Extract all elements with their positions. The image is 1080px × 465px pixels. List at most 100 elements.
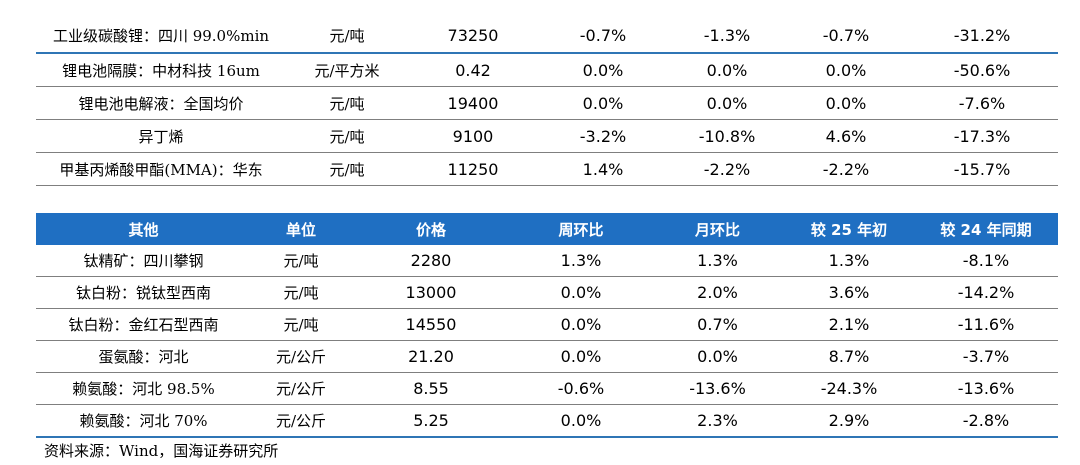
- source-note: 资料来源：Wind，国海证券研究所: [44, 442, 279, 460]
- cell-wow: 0.0%: [511, 340, 651, 373]
- cell-mom: 0.0%: [651, 340, 784, 373]
- header-price: 价格: [351, 213, 511, 245]
- cell-name: 钛白粉：锐钛型西南: [36, 276, 251, 309]
- cell-wow: -3.2%: [538, 119, 668, 153]
- cell-unit: 元/公斤: [251, 372, 351, 405]
- cell-name: 甲基丙烯酸甲酯(MMA)：华东: [36, 152, 286, 186]
- cell-mom: 1.3%: [651, 245, 784, 277]
- cell-ytd: 4.6%: [786, 119, 906, 153]
- cell-ytd: 0.0%: [786, 86, 906, 120]
- cell-yoy: -15.7%: [906, 152, 1058, 186]
- table-row: 工业级碳酸锂：四川 99.0%min 元/吨 73250 -0.7% -1.3% -0.7…: [36, 18, 1058, 54]
- cell-name: 赖氨酸：河北 98.5%: [36, 372, 251, 405]
- cell-wow: 0.0%: [511, 308, 651, 341]
- cell-wow: -0.7%: [538, 18, 668, 54]
- header-ytd: 较 25 年初: [784, 213, 914, 245]
- table-row: 锂电池电解液：全国均价 元/吨 19400 0.0% 0.0% 0.0% -7.6%: [36, 86, 1058, 120]
- cell-price: 8.55: [351, 372, 511, 405]
- cell-yoy: -17.3%: [906, 119, 1058, 153]
- cell-unit: 元/吨: [286, 86, 408, 120]
- cell-price: 0.42: [408, 53, 538, 87]
- cell-ytd: -0.7%: [786, 18, 906, 54]
- cell-mom: 0.0%: [668, 86, 786, 120]
- header-mom: 月环比: [651, 213, 784, 245]
- cell-mom: 2.3%: [651, 404, 784, 438]
- cell-wow: 0.0%: [511, 404, 651, 438]
- cell-yoy: -7.6%: [906, 86, 1058, 120]
- cell-name: 锂电池隔膜：中材科技 16um: [36, 53, 286, 87]
- cell-mom: -1.3%: [668, 18, 786, 54]
- other-products-table: 其他 单位 价格 周环比 月环比 较 25 年初 较 24 年同期 钛精矿：四川…: [36, 213, 1058, 438]
- table-row: 锂电池隔膜：中材科技 16um 元/平方米 0.42 0.0% 0.0% 0.0% -50.…: [36, 53, 1058, 87]
- cell-mom: -13.6%: [651, 372, 784, 405]
- cell-yoy: -8.1%: [914, 245, 1058, 277]
- cell-yoy: -2.8%: [914, 404, 1058, 438]
- cell-unit: 元/吨: [286, 18, 408, 54]
- table-row: 钛精矿：四川攀钢 元/吨 2280 1.3% 1.3% 1.3% -8.1%: [36, 245, 1058, 277]
- cell-name: 蛋氨酸：河北: [36, 340, 251, 373]
- header-unit: 单位: [251, 213, 351, 245]
- cell-unit: 元/吨: [286, 119, 408, 153]
- cell-mom: 0.7%: [651, 308, 784, 341]
- table-row: 钛白粉：金红石型西南 元/吨 14550 0.0% 0.7% 2.1% -11.6%: [36, 308, 1058, 341]
- cell-wow: 1.3%: [511, 245, 651, 277]
- cell-ytd: 3.6%: [784, 276, 914, 309]
- cell-unit: 元/平方米: [286, 53, 408, 87]
- other-products-table-body: 钛精矿：四川攀钢 元/吨 2280 1.3% 1.3% 1.3% -8.1% 钛白粉：锐钛型西…: [36, 245, 1058, 438]
- table-row: 甲基丙烯酸甲酯(MMA)：华东 元/吨 11250 1.4% -2.2% -2.2% -15…: [36, 152, 1058, 186]
- table-row: 异丁烯 元/吨 9100 -3.2% -10.8% 4.6% -17.3%: [36, 119, 1058, 153]
- cell-yoy: -13.6%: [914, 372, 1058, 405]
- cell-ytd: 2.9%: [784, 404, 914, 438]
- price-table-continued-body: 工业级碳酸锂：四川 99.0%min 元/吨 73250 -0.7% -1.3% -0.7…: [36, 18, 1058, 186]
- table-row: 赖氨酸：河北 98.5% 元/公斤 8.55 -0.6% -13.6% -24.3% -13…: [36, 372, 1058, 405]
- cell-unit: 元/公斤: [251, 404, 351, 438]
- cell-mom: -2.2%: [668, 152, 786, 186]
- cell-unit: 元/吨: [251, 276, 351, 309]
- cell-price: 73250: [408, 18, 538, 54]
- cell-wow: 0.0%: [511, 276, 651, 309]
- cell-price: 13000: [351, 276, 511, 309]
- cell-mom: 0.0%: [668, 53, 786, 87]
- cell-ytd: 0.0%: [786, 53, 906, 87]
- cell-wow: 0.0%: [538, 53, 668, 87]
- cell-price: 9100: [408, 119, 538, 153]
- cell-ytd: -2.2%: [786, 152, 906, 186]
- cell-ytd: -24.3%: [784, 372, 914, 405]
- cell-price: 19400: [408, 86, 538, 120]
- cell-unit: 元/吨: [286, 152, 408, 186]
- cell-name: 钛白粉：金红石型西南: [36, 308, 251, 341]
- cell-price: 2280: [351, 245, 511, 277]
- cell-wow: 0.0%: [538, 86, 668, 120]
- cell-name: 工业级碳酸锂：四川 99.0%min: [36, 18, 286, 54]
- cell-unit: 元/公斤: [251, 340, 351, 373]
- cell-yoy: -31.2%: [906, 18, 1058, 54]
- cell-name: 钛精矿：四川攀钢: [36, 245, 251, 277]
- cell-yoy: -14.2%: [914, 276, 1058, 309]
- table-header-row: 其他 单位 价格 周环比 月环比 较 25 年初 较 24 年同期: [36, 213, 1058, 245]
- cell-name: 锂电池电解液：全国均价: [36, 86, 286, 120]
- cell-wow: 1.4%: [538, 152, 668, 186]
- cell-yoy: -11.6%: [914, 308, 1058, 341]
- header-name: 其他: [36, 213, 251, 245]
- cell-price: 11250: [408, 152, 538, 186]
- cell-mom: -10.8%: [668, 119, 786, 153]
- cell-yoy: -50.6%: [906, 53, 1058, 87]
- cell-price: 5.25: [351, 404, 511, 438]
- header-wow: 周环比: [511, 213, 651, 245]
- cell-yoy: -3.7%: [914, 340, 1058, 373]
- header-yoy: 较 24 年同期: [914, 213, 1058, 245]
- cell-wow: -0.6%: [511, 372, 651, 405]
- cell-price: 21.20: [351, 340, 511, 373]
- cell-ytd: 1.3%: [784, 245, 914, 277]
- cell-unit: 元/吨: [251, 308, 351, 341]
- price-table-continued: 工业级碳酸锂：四川 99.0%min 元/吨 73250 -0.7% -1.3% -0.7…: [36, 18, 1058, 186]
- cell-name: 赖氨酸：河北 70%: [36, 404, 251, 438]
- cell-ytd: 8.7%: [784, 340, 914, 373]
- cell-unit: 元/吨: [251, 245, 351, 277]
- cell-mom: 2.0%: [651, 276, 784, 309]
- table-row: 钛白粉：锐钛型西南 元/吨 13000 0.0% 2.0% 3.6% -14.2%: [36, 276, 1058, 309]
- cell-price: 14550: [351, 308, 511, 341]
- table-row: 赖氨酸：河北 70% 元/公斤 5.25 0.0% 2.3% 2.9% -2.8%: [36, 404, 1058, 438]
- cell-name: 异丁烯: [36, 119, 286, 153]
- table-row: 蛋氨酸：河北 元/公斤 21.20 0.0% 0.0% 8.7% -3.7%: [36, 340, 1058, 373]
